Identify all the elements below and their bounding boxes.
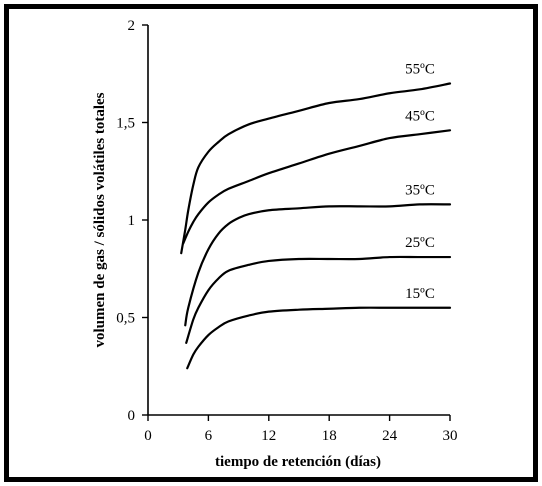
series-line-35c	[184, 203, 452, 327]
x-tick-label: 24	[382, 428, 398, 444]
y-tick-label: 1	[128, 213, 136, 229]
y-ticks: 0 0,5 1 1,5 2	[116, 18, 148, 424]
series-labels: 55ºC 45ºC 35ºC 25ºC 15ºC	[405, 62, 435, 302]
y-tick-label: 1,5	[116, 116, 135, 132]
x-tick-label: 30	[443, 428, 458, 444]
series-label-35c: 35ºC	[405, 182, 435, 198]
x-tick-label: 12	[261, 428, 276, 444]
series-line-45c	[182, 129, 452, 245]
x-axis-title: tiempo de retención (días)	[215, 454, 381, 470]
series-label-25c: 25ºC	[405, 235, 435, 251]
series-line-55c	[180, 82, 452, 255]
y-tick-label: 0,5	[116, 311, 135, 327]
series-label-55c: 55ºC	[405, 62, 435, 78]
y-tick-label: 2	[128, 18, 136, 34]
x-tick-label: 18	[322, 428, 337, 444]
series-label-45c: 45ºC	[405, 108, 435, 124]
y-axis-title: volumen de gas / sólidos volátiles total…	[92, 92, 108, 347]
x-tick-label: 0	[144, 428, 152, 444]
series-line-15c	[186, 306, 452, 370]
series-line-25c	[185, 255, 452, 344]
series-label-15c: 15ºC	[405, 286, 435, 302]
series-curves	[180, 82, 452, 370]
x-tick-label: 6	[205, 428, 213, 444]
x-ticks: 0 6 12 18 24 30	[144, 415, 458, 444]
y-tick-label: 0	[128, 408, 136, 424]
